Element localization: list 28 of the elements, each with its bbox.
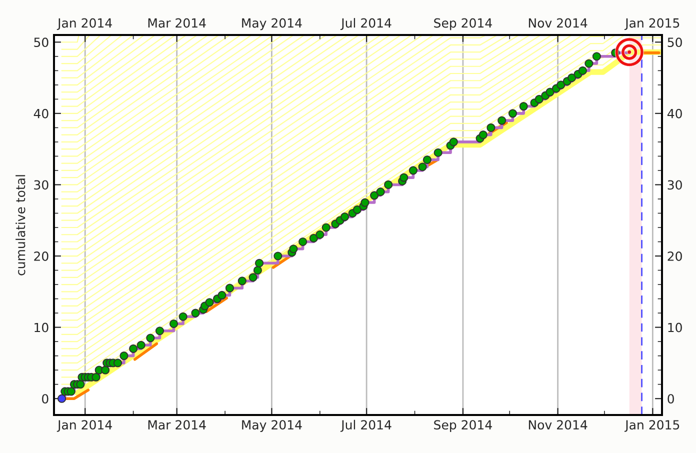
y2-tick-label: 10 [668, 322, 682, 332]
y-tick-label: 10 [34, 322, 48, 332]
y-tick-label: 20 [34, 251, 48, 261]
x-tick-label: May 2014 [242, 420, 302, 432]
x2-tick-label: Jan 2015 [624, 18, 680, 30]
y2-tick-label: 20 [668, 251, 682, 261]
y2-tick-label: 0 [668, 394, 674, 404]
x-tick-label: Jan 2015 [624, 420, 680, 432]
x2-tick-label: Jul 2014 [340, 18, 392, 30]
x2-tick-label: Nov 2014 [528, 18, 588, 28]
point [57, 394, 66, 403]
x2-tick-label: May 2014 [242, 18, 302, 30]
x-tick-label: Sep 2014 [434, 420, 492, 432]
y2-tick-label: 30 [668, 180, 682, 190]
x2-tick-label: Jan 2014 [56, 18, 112, 30]
x2-tick-label: Mar 2014 [148, 18, 206, 28]
y-tick-label: 40 [34, 108, 48, 118]
y-axis-title: cumulative total [16, 175, 26, 276]
x2-tick-label: Sep 2014 [434, 18, 492, 30]
x-tick-label: Jan 2014 [56, 420, 112, 432]
y-tick-label: 0 [42, 394, 48, 404]
y2-tick-label: 50 [668, 38, 682, 48]
y-tick-label: 30 [34, 180, 48, 190]
x-tick-label: Mar 2014 [148, 420, 206, 430]
x-tick-label: Jul 2014 [340, 420, 392, 432]
y2-tick-label: 40 [667, 108, 682, 118]
x-tick-label: Nov 2014 [528, 420, 588, 430]
y-tick-label: 50 [34, 38, 48, 48]
